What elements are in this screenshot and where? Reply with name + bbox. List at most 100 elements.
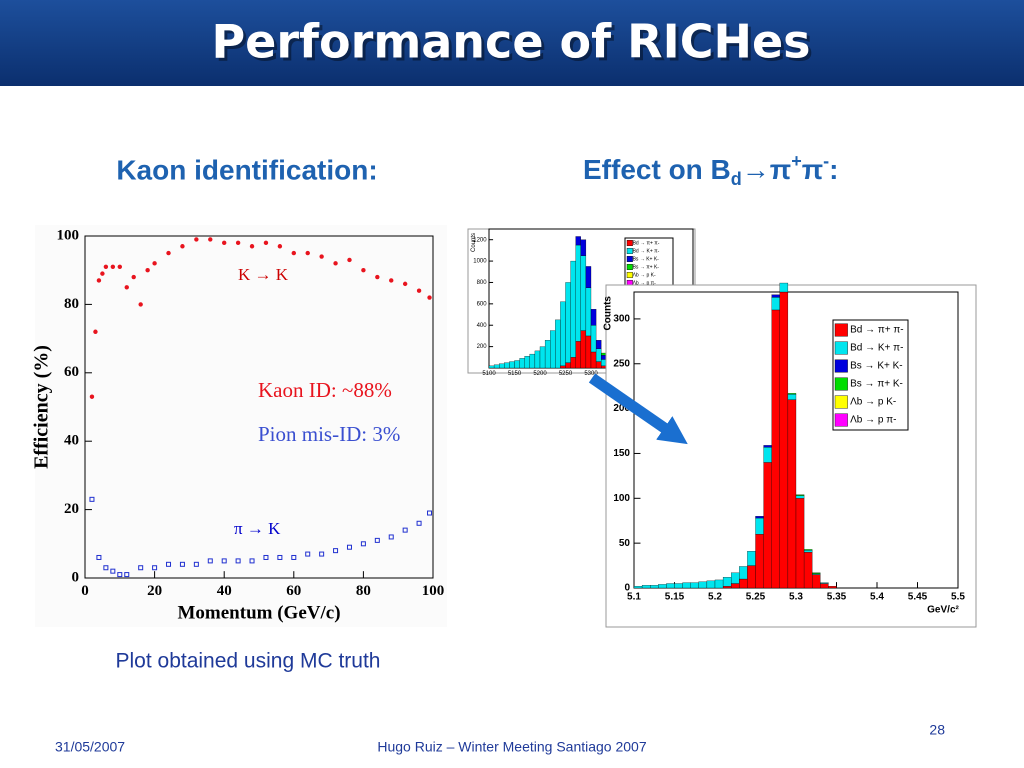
hist-bar bbox=[690, 582, 699, 589]
legend-swatch bbox=[626, 272, 633, 279]
heading-sup: - bbox=[823, 151, 829, 171]
point bbox=[96, 554, 102, 560]
point bbox=[249, 558, 255, 564]
point bbox=[166, 561, 172, 567]
legend-label: Bd → π+ π- bbox=[850, 325, 904, 336]
arrow bbox=[588, 373, 688, 445]
legend-label: Λb → p π- bbox=[633, 280, 657, 286]
hist-bar bbox=[633, 586, 643, 589]
hist-bar bbox=[763, 445, 772, 448]
hist-bar bbox=[828, 586, 837, 589]
y-tick-label: 20 bbox=[64, 501, 79, 517]
point bbox=[138, 565, 144, 571]
point bbox=[103, 264, 109, 269]
x-tick-label: 5.5 bbox=[951, 592, 965, 603]
hist-bar bbox=[560, 365, 566, 369]
legend-swatch bbox=[626, 247, 633, 254]
hist-bar bbox=[795, 495, 805, 499]
x-tick-label: 60 bbox=[286, 583, 301, 599]
legend-label: Bs → K+ K- bbox=[850, 361, 903, 372]
hist-bar bbox=[747, 565, 756, 589]
annotation: K → K bbox=[238, 265, 289, 284]
chart-mass: 5.1 5.15 5.2 5.25 5.3 5.35 5.4 5.45 5.5 0 50 100 150… bbox=[603, 282, 965, 616]
y-tick-label: 60 bbox=[64, 364, 79, 380]
y-tick-label: 80 bbox=[64, 296, 79, 312]
x-tick-label: 40 bbox=[217, 583, 232, 599]
y-axis-label: Counts bbox=[603, 296, 614, 331]
hist-bar bbox=[803, 549, 813, 551]
y-tick-label: 50 bbox=[619, 538, 631, 549]
x-tick-label: 5.4 bbox=[870, 592, 884, 603]
heading-right: Effect on Bd→π+π-: bbox=[583, 151, 839, 189]
x-tick-label: 5.1 bbox=[627, 592, 641, 603]
hist-bar bbox=[658, 584, 667, 589]
point bbox=[277, 244, 283, 249]
x-tick-label: 20 bbox=[147, 583, 162, 599]
point bbox=[427, 295, 432, 300]
point bbox=[333, 261, 338, 266]
plot-panel bbox=[35, 225, 447, 627]
y-tick-label: 100 bbox=[57, 227, 80, 243]
point bbox=[416, 520, 422, 526]
y-tick-label: 1200 bbox=[473, 237, 487, 243]
hist-bar bbox=[812, 574, 821, 589]
point bbox=[117, 572, 123, 578]
x-tick-label: 5.25 bbox=[746, 592, 766, 603]
hist-bar bbox=[590, 325, 597, 353]
hist-bar bbox=[682, 582, 691, 589]
x-axis-label: GeV/c² bbox=[927, 605, 959, 616]
hist-bar bbox=[731, 583, 740, 589]
point bbox=[89, 394, 95, 399]
hist-bar bbox=[714, 579, 724, 589]
point bbox=[402, 527, 408, 533]
point bbox=[207, 558, 213, 564]
hist-bar bbox=[820, 582, 829, 584]
point bbox=[388, 534, 394, 540]
hist-bar bbox=[820, 583, 829, 589]
legend-label: Bd → π+ π- bbox=[633, 240, 660, 246]
point bbox=[361, 268, 366, 273]
hist-bar bbox=[755, 517, 764, 535]
hist-bar bbox=[565, 362, 571, 369]
hist-bar bbox=[585, 266, 592, 288]
hist-bar bbox=[499, 363, 505, 369]
point bbox=[305, 551, 311, 557]
plot-frame bbox=[84, 235, 434, 579]
x-tick-label: 5.2 bbox=[708, 592, 722, 603]
x-tick-label: 5150 bbox=[508, 371, 522, 377]
point bbox=[117, 264, 123, 269]
hist-bar bbox=[590, 351, 597, 369]
heading-left: Kaon identification: bbox=[116, 154, 377, 185]
footer-date: 31/05/2007 bbox=[55, 739, 125, 755]
hist-bar bbox=[722, 586, 732, 589]
point bbox=[333, 548, 339, 554]
x-tick-label: 5300 bbox=[584, 371, 598, 377]
point bbox=[235, 558, 241, 564]
heading-part: π bbox=[802, 154, 823, 185]
y-axis-label: Counts bbox=[471, 233, 477, 252]
point bbox=[305, 250, 310, 256]
hist-bar bbox=[771, 294, 780, 298]
hist-bar bbox=[555, 319, 561, 369]
point bbox=[194, 237, 199, 242]
point bbox=[152, 261, 157, 266]
point bbox=[291, 250, 296, 256]
legend-swatch bbox=[834, 359, 848, 373]
point bbox=[138, 302, 143, 307]
point bbox=[124, 572, 130, 578]
hist-bar bbox=[787, 393, 797, 395]
title-bar bbox=[0, 0, 1024, 86]
point bbox=[131, 274, 136, 280]
hist-bar bbox=[595, 340, 602, 349]
legend-label: Bd → K+ π- bbox=[850, 343, 903, 354]
hist-bar bbox=[739, 566, 748, 580]
hist-bar bbox=[595, 361, 602, 369]
heading-sub: d bbox=[731, 169, 742, 189]
hist-bar bbox=[565, 282, 571, 363]
hist-bar bbox=[763, 447, 772, 463]
hist-bar bbox=[779, 291, 789, 589]
heading-part: Effect on B bbox=[583, 154, 731, 185]
y-tick-label: 100 bbox=[613, 493, 630, 504]
hist-bar bbox=[524, 356, 530, 369]
